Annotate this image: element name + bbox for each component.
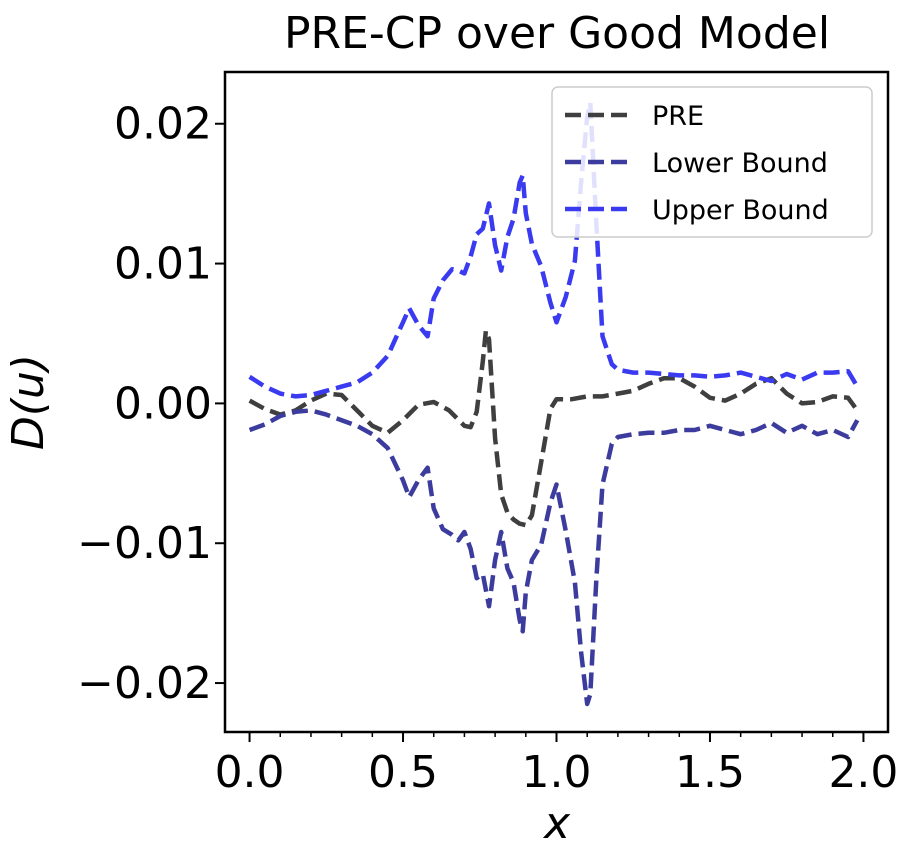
x-axis: 0.0 0.5 1.0 1.5 2.0 <box>215 732 898 798</box>
x-tick-label: 2.0 <box>828 747 898 798</box>
legend-label-upper-bound: Upper Bound <box>652 195 829 226</box>
series-line-lower-bound <box>248 408 860 707</box>
legend-box <box>551 86 873 238</box>
legend-label-pre: PRE <box>652 101 704 132</box>
chart-title: PRE-CP over Good Model <box>284 8 830 59</box>
x-tick-label: 0.0 <box>215 747 285 798</box>
x-tick-label: 1.5 <box>675 747 745 798</box>
y-tick-label: −0.01 <box>77 518 212 569</box>
legend-label-lower-bound: Lower Bound <box>652 148 828 179</box>
x-axis-label: x <box>542 798 571 849</box>
y-tick-label: −0.02 <box>77 658 212 709</box>
y-tick-label: 0.02 <box>114 99 212 150</box>
legend: PRE Lower Bound Upper Bound <box>551 86 873 238</box>
y-axis-label: D(u) <box>3 354 54 450</box>
x-tick-label: 0.5 <box>368 747 438 798</box>
series-line-pre <box>248 328 860 528</box>
y-axis: −0.02 −0.01 0.00 0.01 0.02 <box>77 99 225 709</box>
x-tick-label: 1.0 <box>522 747 592 798</box>
series-line-upper-bound <box>248 100 860 399</box>
y-tick-label: 0.01 <box>114 239 212 290</box>
y-tick-label: 0.00 <box>114 378 212 429</box>
series-layer <box>248 100 860 707</box>
